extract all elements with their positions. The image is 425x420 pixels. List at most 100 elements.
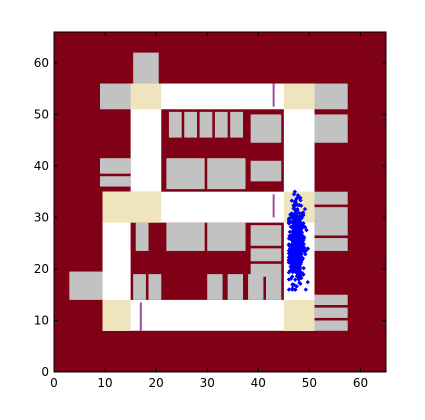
building-block bbox=[166, 158, 205, 190]
building-block bbox=[265, 274, 282, 300]
scatter-point bbox=[294, 255, 300, 261]
x-tick-label: 0 bbox=[50, 376, 58, 390]
scatter-point bbox=[291, 225, 296, 231]
scatter-point bbox=[293, 229, 299, 234]
building-block bbox=[99, 83, 131, 99]
x-axis: 0 10 20 30 40 50 60 bbox=[50, 32, 368, 390]
y-tick-label: 30 bbox=[34, 210, 49, 224]
scatter-point bbox=[292, 287, 298, 292]
scatter-point bbox=[293, 270, 299, 275]
scatter-point bbox=[297, 264, 303, 270]
y-tick-label: 40 bbox=[34, 159, 49, 173]
building-block bbox=[314, 114, 348, 143]
scatter-point bbox=[299, 237, 304, 243]
scatter-point bbox=[296, 277, 301, 282]
scatter-point bbox=[294, 231, 299, 236]
x-tick-label: 20 bbox=[149, 376, 164, 390]
building-block bbox=[227, 274, 243, 300]
scatter-point bbox=[298, 281, 303, 287]
marker-layer bbox=[139, 83, 275, 331]
scatter-point bbox=[301, 265, 306, 271]
intersection-block bbox=[102, 191, 162, 223]
scatter-point bbox=[287, 260, 293, 265]
building-block bbox=[207, 274, 223, 300]
x-tick-label: 50 bbox=[302, 376, 317, 390]
scatter-point bbox=[290, 282, 295, 287]
scatter-point bbox=[302, 206, 308, 212]
building-block bbox=[314, 207, 348, 221]
y-tick-label: 60 bbox=[34, 56, 49, 70]
scatter-point bbox=[298, 226, 303, 231]
scatter-point bbox=[305, 279, 310, 285]
building-block bbox=[314, 191, 348, 205]
building-block bbox=[148, 274, 162, 300]
building-block bbox=[250, 225, 282, 246]
building-block bbox=[250, 160, 282, 182]
scatter-point bbox=[299, 232, 304, 237]
building-block bbox=[166, 222, 205, 251]
scatter-point bbox=[293, 238, 299, 244]
scatter-point bbox=[298, 198, 303, 203]
building-block bbox=[214, 111, 228, 138]
building-block bbox=[207, 158, 246, 190]
x-tick-label: 10 bbox=[97, 376, 112, 390]
building-block bbox=[69, 271, 103, 300]
intersection-block bbox=[283, 299, 315, 331]
scatter-point bbox=[290, 255, 296, 261]
y-tick-label: 20 bbox=[34, 262, 49, 276]
building-block bbox=[250, 263, 282, 277]
scatter-layer bbox=[286, 189, 311, 292]
scatter-point bbox=[294, 234, 299, 240]
scatter-point bbox=[290, 247, 295, 252]
scatter-point bbox=[288, 212, 294, 217]
scatter-point bbox=[300, 210, 305, 216]
building-block bbox=[314, 294, 348, 306]
building-block bbox=[314, 83, 348, 110]
building-block bbox=[314, 307, 348, 318]
scatter-point bbox=[298, 261, 303, 267]
scatter-point bbox=[293, 209, 299, 214]
intersection-block bbox=[102, 299, 131, 331]
scatter-point bbox=[298, 273, 303, 278]
y-tick-label: 0 bbox=[41, 365, 49, 379]
building-block bbox=[199, 111, 213, 138]
scatter-point bbox=[290, 251, 295, 257]
building-block bbox=[250, 248, 282, 262]
scatter-point bbox=[298, 220, 303, 225]
scatter-point bbox=[290, 244, 295, 249]
y-axis: 0 10 20 30 40 50 60 bbox=[34, 56, 386, 379]
scatter-point bbox=[292, 189, 298, 194]
scatter-point bbox=[305, 246, 311, 251]
scatter-point bbox=[294, 220, 300, 226]
scatter-point bbox=[298, 195, 303, 200]
scatter-point bbox=[304, 227, 309, 233]
intersection-block bbox=[283, 83, 315, 110]
scatter-point bbox=[287, 246, 293, 251]
scatter-point bbox=[292, 237, 297, 243]
building-block bbox=[168, 111, 182, 138]
scatter-point bbox=[291, 260, 296, 265]
building-block bbox=[133, 52, 159, 84]
scatter-point bbox=[286, 287, 292, 292]
scatter-point bbox=[293, 247, 299, 253]
corridor-segment bbox=[102, 299, 315, 331]
scatter-point bbox=[287, 229, 293, 235]
intersection-block bbox=[130, 83, 162, 110]
scatter-point bbox=[295, 202, 300, 208]
scatter-point bbox=[295, 215, 300, 221]
scatter-point bbox=[295, 273, 300, 278]
scatter-point bbox=[286, 242, 292, 247]
building-block bbox=[99, 176, 131, 187]
scatter-point bbox=[290, 268, 296, 273]
building-block bbox=[207, 222, 246, 251]
building-block bbox=[184, 111, 198, 138]
building-block bbox=[250, 114, 282, 143]
scatter-point bbox=[291, 216, 297, 222]
building-block bbox=[314, 238, 348, 251]
scatter-point bbox=[288, 264, 293, 269]
building-block bbox=[133, 274, 146, 300]
scatter-point bbox=[295, 242, 300, 248]
scatter-point bbox=[292, 199, 298, 204]
scatter-point bbox=[288, 219, 293, 224]
